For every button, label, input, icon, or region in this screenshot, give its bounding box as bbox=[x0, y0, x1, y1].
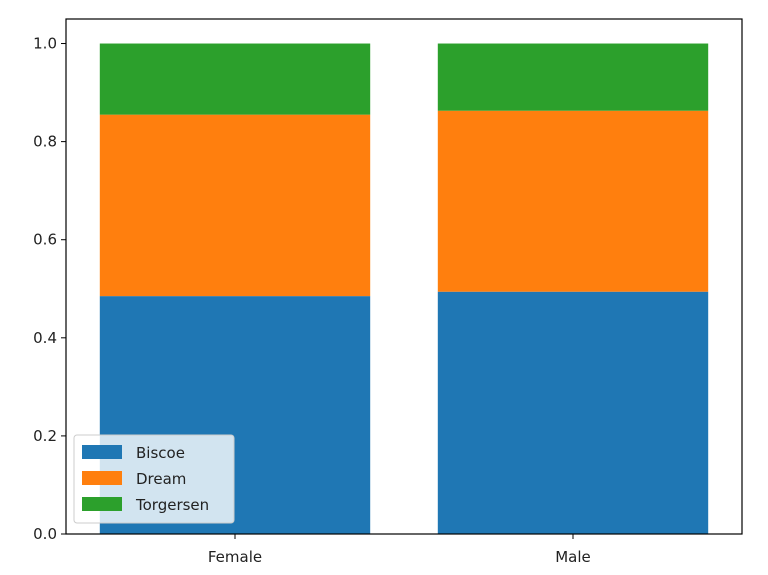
y-tick-label-0.8: 0.8 bbox=[33, 133, 57, 151]
y-tick-label-0.0: 0.0 bbox=[33, 525, 57, 543]
bar-dream-male bbox=[437, 110, 709, 292]
y-tick-label-1.0: 1.0 bbox=[33, 35, 57, 53]
x-axis: Female Male bbox=[208, 534, 591, 566]
bar-torgersen-female bbox=[99, 43, 371, 115]
y-tick-label-0.2: 0.2 bbox=[33, 427, 57, 445]
legend[interactable]: Biscoe Dream Torgersen bbox=[73, 434, 235, 524]
legend-label-dream: Dream bbox=[136, 470, 186, 488]
x-tick-label-female: Female bbox=[208, 548, 262, 566]
bars-layer bbox=[99, 43, 709, 534]
bar-torgersen-male bbox=[437, 43, 709, 111]
x-tick-label-male: Male bbox=[555, 548, 591, 566]
bar-biscoe-male bbox=[437, 291, 709, 534]
legend-swatch-dream bbox=[82, 471, 122, 485]
y-tick-label-0.6: 0.6 bbox=[33, 231, 57, 249]
legend-label-biscoe: Biscoe bbox=[136, 444, 185, 462]
y-tick-label-0.4: 0.4 bbox=[33, 329, 57, 347]
y-axis: 0.0 0.2 0.4 0.6 0.8 1.0 bbox=[33, 35, 66, 543]
plot-frame bbox=[65, 18, 743, 535]
legend-swatch-biscoe bbox=[82, 445, 122, 459]
legend-swatch-torgersen bbox=[82, 497, 122, 511]
legend-label-torgersen: Torgersen bbox=[135, 496, 209, 514]
bar-dream-female bbox=[99, 114, 371, 297]
